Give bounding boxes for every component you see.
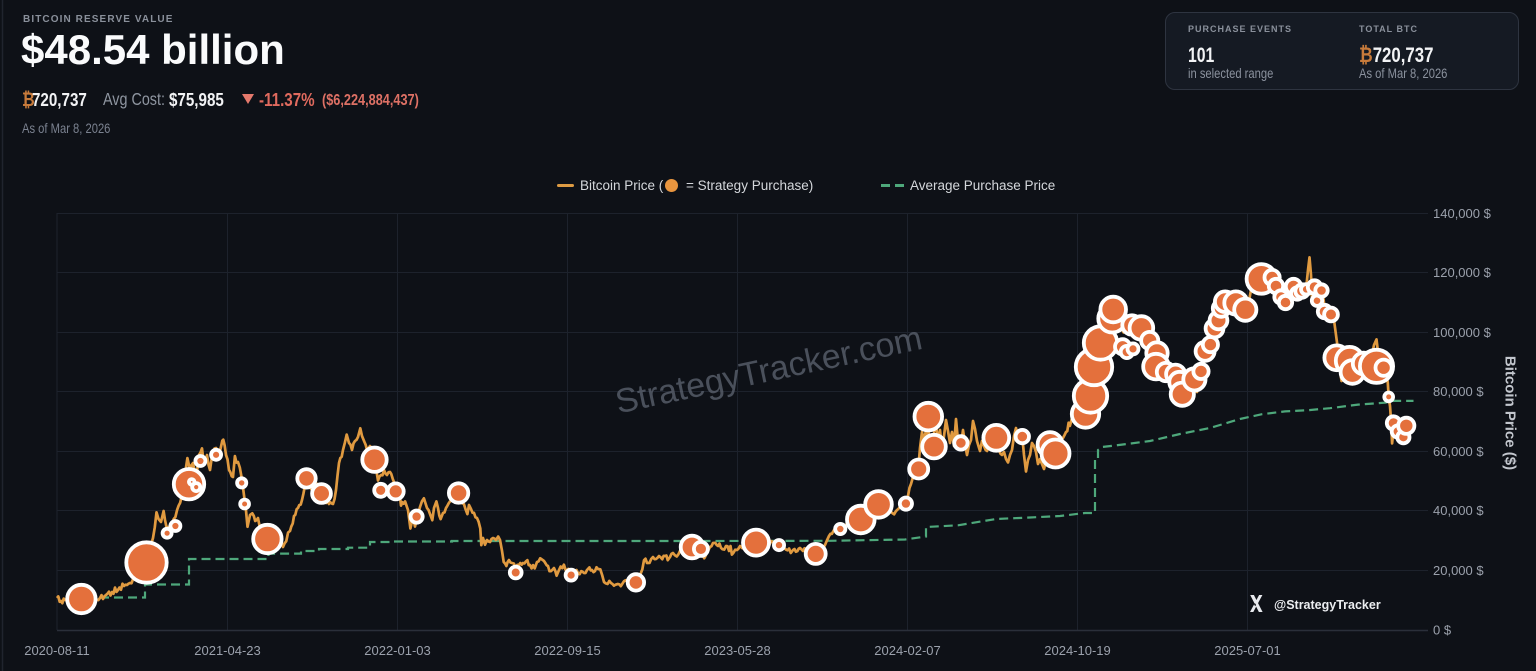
svg-text:140,000 $: 140,000 $ bbox=[1433, 206, 1492, 221]
svg-text:2020-08-11: 2020-08-11 bbox=[24, 643, 90, 658]
svg-text:60,000 $: 60,000 $ bbox=[1433, 444, 1484, 459]
svg-text:2025-07-01: 2025-07-01 bbox=[1214, 643, 1281, 658]
svg-text:@StrategyTracker: @StrategyTracker bbox=[1274, 598, 1381, 612]
svg-text:40,000 $: 40,000 $ bbox=[1433, 503, 1484, 518]
svg-text:120,000 $: 120,000 $ bbox=[1433, 265, 1492, 280]
svg-text:2024-10-19: 2024-10-19 bbox=[1044, 643, 1111, 658]
svg-text:20,000 $: 20,000 $ bbox=[1433, 563, 1484, 578]
svg-text:2024-02-07: 2024-02-07 bbox=[874, 643, 941, 658]
svg-text:2022-01-03: 2022-01-03 bbox=[364, 643, 431, 658]
svg-text:80,000 $: 80,000 $ bbox=[1433, 384, 1484, 399]
svg-text:2022-09-15: 2022-09-15 bbox=[534, 643, 601, 658]
svg-text:100,000 $: 100,000 $ bbox=[1433, 325, 1492, 340]
svg-text:2021-04-23: 2021-04-23 bbox=[194, 643, 261, 658]
svg-text:0 $: 0 $ bbox=[1433, 623, 1452, 638]
svg-text:2023-05-28: 2023-05-28 bbox=[704, 643, 771, 658]
svg-text:Bitcoin Price ($): Bitcoin Price ($) bbox=[1502, 356, 1519, 470]
